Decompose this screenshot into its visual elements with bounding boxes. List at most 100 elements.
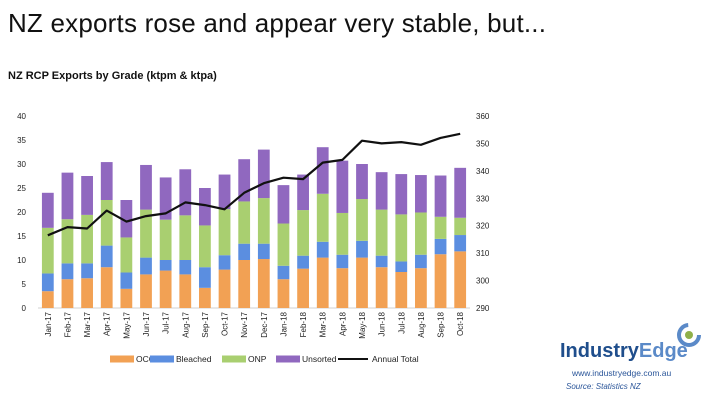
- bar-bleached: [277, 265, 290, 280]
- bar-unsorted: [100, 162, 113, 200]
- bar-bleached: [454, 235, 467, 252]
- bar-unsorted: [61, 172, 74, 220]
- bar-bleached: [120, 272, 133, 289]
- x-tick-label: Jan-18: [279, 311, 288, 336]
- bar-unsorted: [336, 160, 349, 213]
- stacked-bar-chart: 0 5 10 15 20 25 30 35 40 290 300 310 320 330 340 350 360…: [17, 112, 490, 364]
- bar-onp: [159, 219, 172, 260]
- bar-bleached: [199, 267, 211, 288]
- bar-onp: [316, 193, 329, 242]
- bar-unsorted: [454, 167, 467, 218]
- bar-bleached: [140, 257, 152, 275]
- bar-occ: [61, 279, 74, 308]
- bar-bleached: [356, 240, 368, 258]
- bar-onp: [238, 201, 251, 244]
- bar-unsorted: [199, 188, 211, 226]
- bar-bleached: [434, 238, 447, 255]
- bar-occ: [218, 269, 231, 308]
- x-tick-label: Nov-17: [240, 311, 249, 337]
- y-tick-label: 25: [17, 184, 26, 193]
- x-tick-label: Mar-18: [319, 311, 328, 337]
- bar-unsorted: [415, 175, 427, 213]
- bar-occ: [199, 287, 211, 308]
- bar-unsorted: [81, 176, 93, 215]
- bar-unsorted: [140, 164, 152, 210]
- chart-line: [47, 132, 461, 237]
- y2-tick-label: 360: [476, 112, 490, 121]
- x-tick-label: Apr-17: [103, 311, 112, 336]
- bar-bleached: [159, 260, 172, 271]
- y2-tick-label: 350: [476, 139, 490, 148]
- bar-onp: [277, 223, 290, 266]
- bar-bleached: [257, 243, 270, 260]
- bar-onp: [179, 215, 192, 260]
- bar-occ: [179, 274, 192, 308]
- bar-onp: [41, 227, 54, 274]
- bar-unsorted: [238, 159, 251, 202]
- y-tick-label: 20: [17, 208, 26, 217]
- x-tick-label: Dec-17: [260, 311, 269, 337]
- bar-unsorted: [316, 147, 329, 194]
- x-tick-label: Mar-17: [83, 311, 92, 337]
- bar-bleached: [218, 255, 231, 270]
- bar-unsorted: [159, 177, 172, 220]
- bar-occ: [336, 268, 349, 308]
- legend-swatch-occ: [110, 355, 134, 363]
- legend-swatch-onp: [222, 355, 246, 363]
- bar-bleached: [375, 255, 388, 268]
- bar-onp: [336, 212, 349, 255]
- website-link[interactable]: www.industryedge.com.au: [572, 368, 672, 378]
- bar-bleached: [61, 263, 74, 280]
- legend-label-bleached: Bleached: [176, 354, 212, 364]
- bar-bleached: [415, 254, 427, 269]
- legend-label-occ: OCC: [136, 354, 155, 364]
- bar-occ: [257, 259, 270, 308]
- x-tick-label: Oct-18: [456, 311, 465, 336]
- slide-title: NZ exports rose and appear very stable, …: [8, 8, 547, 38]
- bar-unsorted: [257, 149, 270, 199]
- bar-onp: [415, 212, 427, 255]
- bar-bleached: [41, 273, 54, 292]
- bar-onp: [375, 209, 388, 256]
- y2-tick-label: 330: [476, 194, 490, 203]
- x-tick-label: Jul-17: [162, 311, 171, 333]
- y-tick-label: 15: [17, 232, 26, 241]
- chart-bars: [41, 147, 467, 308]
- chart-labels: 0 5 10 15 20 25 30 35 40 290 300 310 320 330 340 350 360…: [17, 112, 490, 339]
- chart-title: NZ RCP Exports by Grade (ktpm & ktpa): [8, 70, 217, 82]
- legend-swatch-unsorted: [276, 355, 300, 363]
- source-note: Source: Statistics NZ: [566, 382, 641, 391]
- bar-onp: [120, 237, 133, 273]
- legend-swatch-bleached: [150, 355, 174, 363]
- bar-bleached: [297, 255, 309, 269]
- bar-unsorted: [277, 185, 290, 224]
- x-tick-label: Sep-18: [437, 311, 446, 337]
- x-tick-label: May-17: [122, 311, 131, 338]
- x-tick-label: Feb-17: [63, 311, 72, 337]
- bar-occ: [41, 291, 54, 308]
- bar-onp: [434, 216, 447, 239]
- brand-name-part1: Industry: [560, 340, 639, 362]
- bar-bleached: [179, 260, 192, 275]
- y-tick-label: 30: [17, 160, 26, 169]
- x-tick-label: Jan-17: [44, 311, 53, 336]
- brand-name: IndustryEdge: [560, 340, 688, 363]
- y2-tick-label: 300: [476, 277, 490, 286]
- bar-onp: [356, 199, 368, 241]
- bar-onp: [140, 209, 152, 258]
- y2-tick-label: 290: [476, 304, 490, 313]
- bar-unsorted: [120, 200, 133, 238]
- bar-onp: [395, 214, 408, 262]
- bar-onp: [100, 200, 113, 246]
- y-tick-label: 35: [17, 136, 26, 145]
- line-annual-total: [47, 132, 461, 237]
- x-tick-label: Aug-17: [181, 311, 190, 337]
- legend-label-annual-total: Annual Total: [372, 354, 419, 364]
- bar-occ: [238, 260, 251, 308]
- bar-occ: [100, 267, 113, 308]
- x-tick-label: Jun-18: [378, 311, 387, 336]
- x-tick-label: May-18: [358, 311, 367, 338]
- y-tick-label: 0: [22, 304, 27, 313]
- y2-tick-label: 320: [476, 222, 490, 231]
- bar-unsorted: [434, 175, 447, 217]
